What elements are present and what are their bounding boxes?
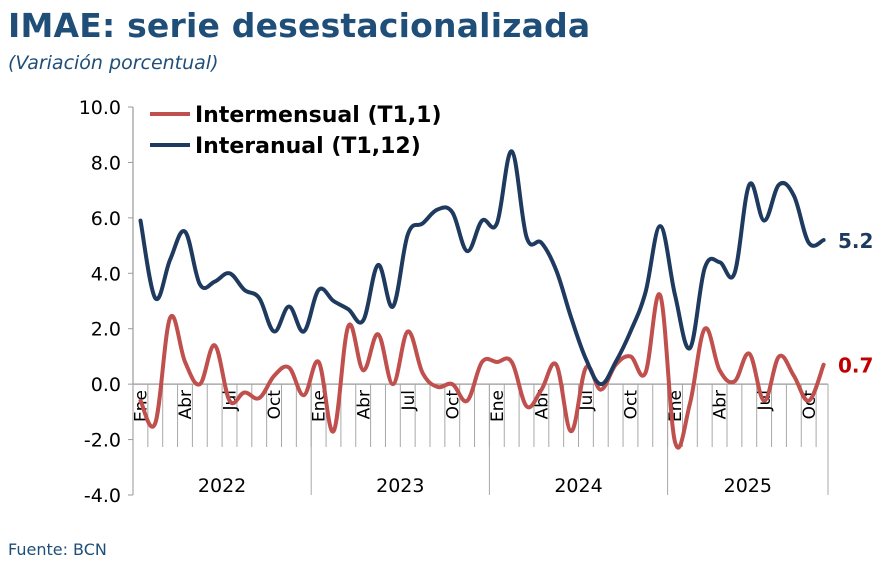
year-label: 2023 xyxy=(376,475,424,497)
y-tick-label: 0.0 xyxy=(91,374,121,396)
month-label: Jul xyxy=(399,390,419,412)
year-label: 2024 xyxy=(554,475,602,497)
last-value-label-interanual: 5.2 xyxy=(838,229,873,253)
year-label: 2025 xyxy=(724,475,772,497)
y-tick-label: 10.0 xyxy=(79,97,121,119)
month-label: Abr xyxy=(711,390,731,419)
y-tick-label: 2.0 xyxy=(91,319,121,341)
series-line-interanual xyxy=(138,149,826,387)
last-value-label-intermensual: 0.7 xyxy=(838,354,873,378)
month-label: Oct xyxy=(622,390,642,420)
month-label: Oct xyxy=(265,390,285,420)
legend-label-interanual: Interanual (T1,12) xyxy=(195,134,421,159)
legend-label-intermensual: Intermensual (T1,1) xyxy=(195,103,442,128)
y-tick-label: 4.0 xyxy=(91,263,121,285)
y-tick-label: 8.0 xyxy=(91,152,121,174)
month-label: Ene xyxy=(488,390,508,422)
month-label: Oct xyxy=(443,390,463,420)
y-tick-label: -2.0 xyxy=(84,430,121,452)
y-tick-label: 6.0 xyxy=(91,208,121,230)
month-label: Jul xyxy=(577,390,597,412)
series-line-intermensual xyxy=(138,292,826,450)
month-label: Abr xyxy=(354,390,374,419)
month-label: Abr xyxy=(532,390,552,419)
chart-title: IMAE: serie desestacionalizada xyxy=(8,6,591,45)
chart-subtitle: (Variación porcentual) xyxy=(8,52,219,74)
source-note: Fuente: BCN xyxy=(8,540,107,559)
month-label: Abr xyxy=(176,390,196,419)
y-tick-label: -4.0 xyxy=(84,485,121,507)
year-label: 2022 xyxy=(198,475,246,497)
